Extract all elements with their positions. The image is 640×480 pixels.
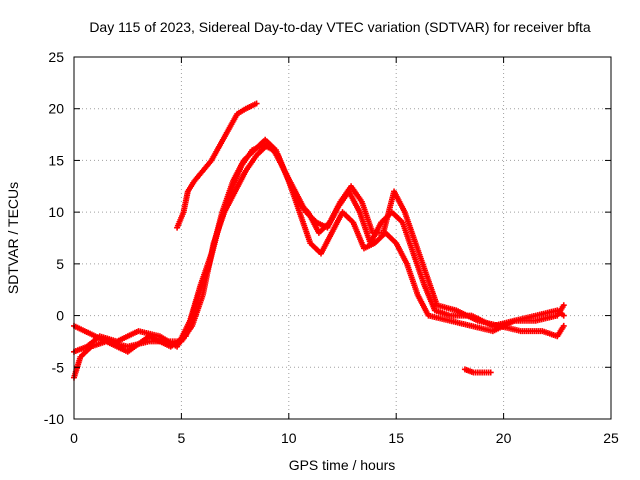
y-tick-label: -5 bbox=[52, 359, 65, 375]
y-tick-label: 15 bbox=[48, 152, 64, 168]
y-tick-label: 10 bbox=[48, 204, 64, 220]
data-point bbox=[560, 312, 567, 319]
grid bbox=[74, 57, 611, 419]
y-tick-label: -10 bbox=[44, 411, 64, 427]
plot-frame bbox=[73, 56, 612, 420]
data-series bbox=[71, 141, 567, 381]
data-point bbox=[253, 100, 260, 107]
data-area bbox=[71, 100, 567, 381]
data-point bbox=[487, 369, 494, 376]
y-axis-title: SDTVAR / TECUs bbox=[5, 182, 21, 294]
x-tick-label: 5 bbox=[178, 430, 186, 446]
y-tick-label: 20 bbox=[48, 101, 64, 117]
data-point bbox=[560, 322, 567, 329]
axis-ticks: 0 5 10 15 20 25 -10 -5 0 5 10 15 20 25 bbox=[44, 49, 619, 446]
x-tick-label: 15 bbox=[388, 430, 404, 446]
x-tick-label: 25 bbox=[603, 430, 619, 446]
y-tick-label: 25 bbox=[48, 49, 64, 65]
y-tick-label: 0 bbox=[56, 308, 64, 324]
x-tick-label: 0 bbox=[70, 430, 78, 446]
y-tick-label: 5 bbox=[56, 256, 64, 272]
x-tick-label: 10 bbox=[281, 430, 297, 446]
data-series bbox=[71, 136, 567, 355]
x-axis-title: GPS time / hours bbox=[289, 457, 396, 473]
data-series bbox=[461, 366, 494, 376]
x-tick-label: 20 bbox=[496, 430, 512, 446]
data-series bbox=[174, 100, 260, 231]
data-point bbox=[560, 302, 567, 309]
chart-title: Day 115 of 2023, Sidereal Day-to-day VTE… bbox=[89, 19, 591, 35]
